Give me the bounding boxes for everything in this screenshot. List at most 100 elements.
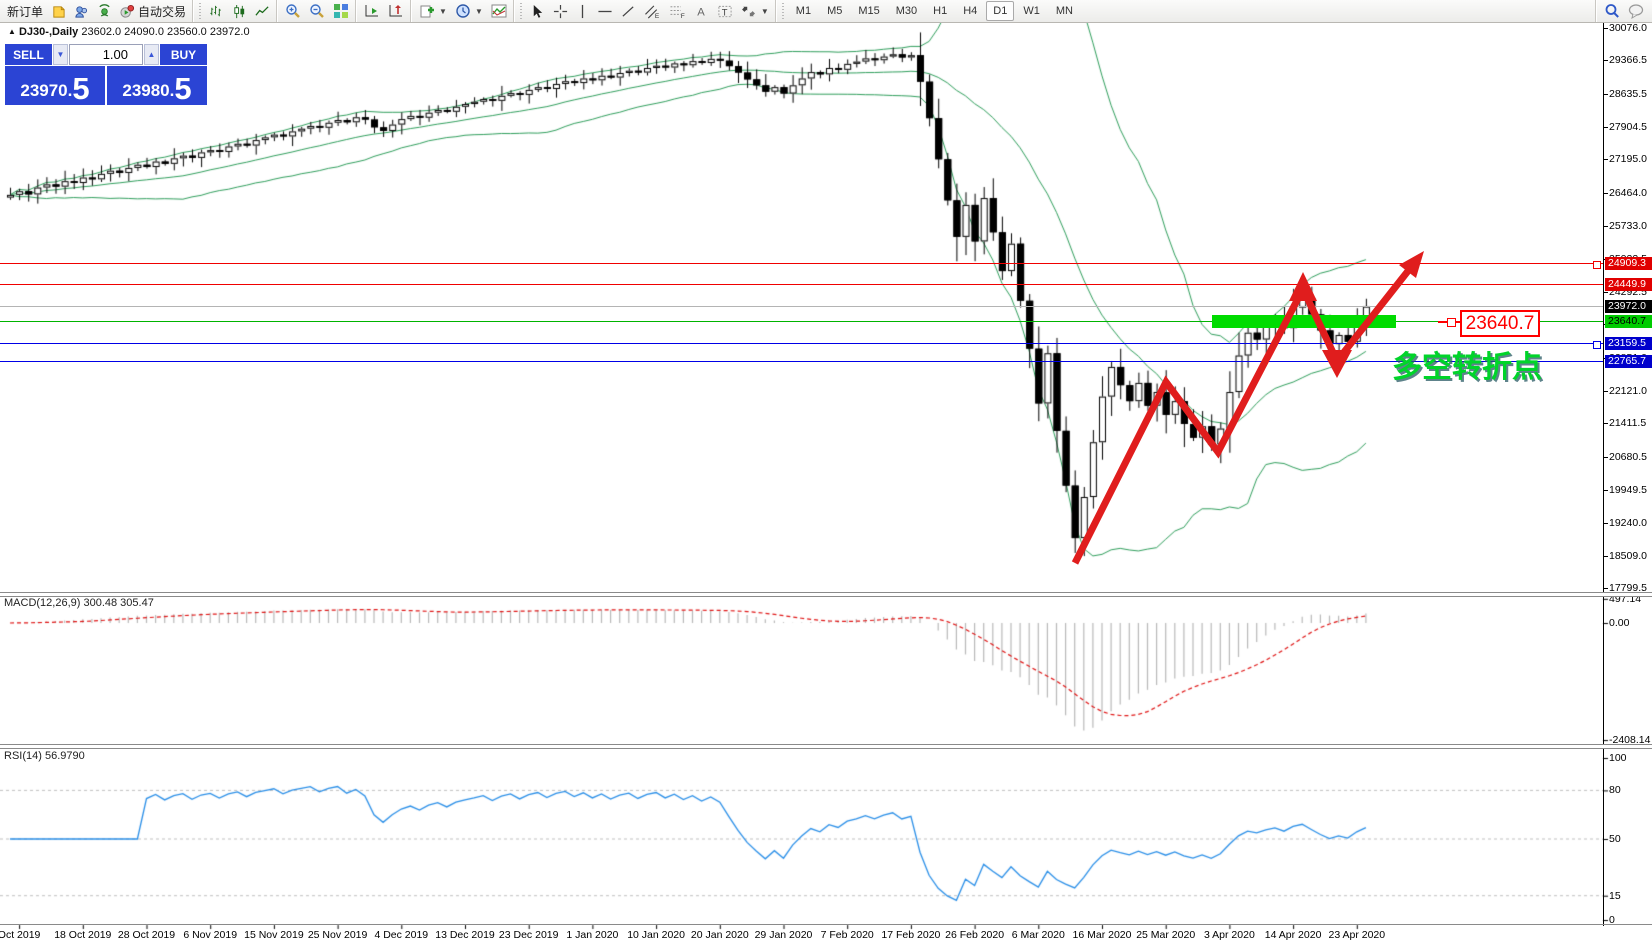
timeframe-w1[interactable]: W1 [1023, 5, 1040, 17]
rsi-pane-separator[interactable] [0, 744, 1652, 749]
timeframe-m5[interactable]: M5 [827, 5, 843, 17]
timeframe-m15[interactable]: M15 [858, 5, 880, 17]
timeframe-h1[interactable]: H1 [933, 5, 948, 17]
buy-button[interactable]: BUY [160, 44, 207, 65]
cursor-icon[interactable] [526, 0, 549, 22]
price-tick-mark [1603, 60, 1608, 62]
price-tick-mark [1603, 226, 1608, 228]
volume-decrease-button[interactable]: ▼ [53, 44, 68, 65]
price-tick-mark [1603, 555, 1608, 557]
level-callout-box[interactable]: 23640.7 [1460, 310, 1540, 337]
period-clock-icon[interactable]: ▼ [451, 0, 487, 22]
market-watch-icon[interactable] [47, 0, 70, 22]
price-tick-mark [1603, 391, 1608, 393]
time-tick-label: 23 Dec 2019 [498, 929, 559, 941]
price-tick-mark [1603, 127, 1608, 129]
turning-point-text[interactable]: 多空转折点 [1392, 351, 1542, 384]
rsi-axis-label: 80 [1609, 784, 1621, 797]
new-chart-dropdown-caret[interactable]: ▼ [439, 6, 447, 16]
search-icon[interactable] [1600, 0, 1624, 22]
time-tick-label: 6 Nov 2019 [183, 929, 238, 941]
timeframe-m30[interactable]: M30 [895, 5, 918, 17]
level-line-24449.9[interactable] [0, 284, 1603, 286]
price-tick-mark [1603, 456, 1608, 458]
line-chart-icon[interactable] [251, 0, 274, 22]
bar-chart-icon[interactable] [205, 0, 228, 22]
toolbar-grip[interactable] [199, 3, 204, 19]
sell-button[interactable]: SELL [5, 44, 52, 65]
period-dropdown-caret[interactable]: ▼ [474, 6, 483, 16]
level-line-23972.0[interactable] [0, 306, 1603, 308]
price-tick-label: 19949.5 [1609, 484, 1647, 497]
arrows-dropdown-caret[interactable]: ▼ [760, 6, 769, 16]
new-chart-icon[interactable]: ▼ [415, 0, 451, 22]
price-axis-border [1603, 22, 1604, 926]
toolbar: 新订单 自动交易 [0, 0, 1652, 23]
indicators-icon[interactable] [487, 0, 511, 22]
line-handle[interactable] [1593, 260, 1601, 269]
timeframe-d1[interactable]: D1 [986, 1, 1015, 21]
price-marker-24449.9: 24449.9 [1605, 278, 1652, 292]
timeframe-mn[interactable]: MN [1055, 5, 1073, 17]
timeframe-m1[interactable]: M1 [795, 5, 812, 17]
price-tick-label: 20680.5 [1609, 450, 1647, 463]
text-icon[interactable]: A [690, 0, 713, 22]
time-tick-label: 13 Dec 2019 [435, 929, 495, 941]
price-tick-mark [1603, 490, 1608, 492]
time-tick-label: 3 Apr 2020 [1203, 929, 1255, 941]
toolbar-group-timeframes: M1 M5 M15 M30 H1 H4 D1 W1 MN [775, 0, 1084, 22]
chart-shift-icon[interactable] [384, 0, 408, 22]
trendline-icon[interactable] [617, 0, 640, 22]
support-zone-rectangle[interactable] [1212, 315, 1396, 328]
price-tick-label: 22121.0 [1609, 385, 1647, 398]
time-tick-label: 28 Oct 2019 [117, 929, 176, 941]
level-line-23159.5[interactable] [0, 343, 1603, 345]
time-tick-label: Oct 2019 [0, 929, 41, 941]
vertical-line-icon[interactable] [572, 0, 593, 22]
symbol-triangle-icon: ▲ [8, 27, 16, 36]
price-tick-label: 19240.0 [1609, 516, 1647, 529]
price-tick-mark [1603, 588, 1608, 590]
new-order-label: 新订单 [7, 4, 44, 19]
new-order-button[interactable]: 新订单 [3, 0, 47, 22]
time-tick-label: 10 Jan 2020 [627, 929, 685, 941]
buy-price-button[interactable]: 23980. 5 [107, 66, 207, 105]
equidistant-channel-icon[interactable]: E [640, 0, 665, 22]
volume-input[interactable]: 1.00 [69, 44, 143, 65]
arrows-tool-icon[interactable]: ▼ [737, 0, 773, 22]
toolbar-group-scroll [356, 0, 411, 22]
callout-anchor-handle[interactable] [1447, 318, 1456, 327]
line-handle[interactable] [1593, 340, 1601, 349]
volume-increase-button[interactable]: ▲ [144, 44, 159, 65]
fibonacci-icon[interactable]: F [665, 0, 690, 22]
chat-icon[interactable] [1624, 0, 1649, 22]
horizontal-line-icon[interactable] [593, 0, 617, 22]
sell-price-pip: 5 [72, 71, 90, 106]
crosshair-icon[interactable] [549, 0, 572, 22]
level-line-23640.7[interactable] [0, 321, 1603, 323]
time-tick-label: 20 Jan 2020 [690, 929, 749, 941]
macd-pane-separator[interactable] [0, 592, 1652, 597]
data-feed-icon[interactable] [93, 0, 116, 22]
time-tick-label: 23 Apr 2020 [1328, 929, 1386, 941]
autotrading-button[interactable]: 自动交易 [116, 0, 190, 22]
toolbar-grip[interactable] [519, 3, 524, 19]
symbol-period-label: DJ30-,Daily [18, 26, 79, 38]
price-marker-23159.5: 23159.5 [1605, 337, 1652, 351]
candlestick-chart-icon[interactable] [228, 0, 251, 22]
timeframe-h4[interactable]: H4 [963, 5, 978, 17]
text-label-icon[interactable]: T [713, 0, 737, 22]
level-line-22765.7[interactable] [0, 361, 1603, 363]
rsi-axis-label: 50 [1609, 833, 1621, 845]
auto-scroll-icon[interactable] [360, 0, 384, 22]
time-axis-separator [0, 924, 1652, 925]
level-line-24909.3[interactable] [0, 263, 1603, 265]
navigator-icon[interactable] [70, 0, 93, 22]
tile-windows-icon[interactable] [329, 0, 353, 22]
sell-price-button[interactable]: 23970. 5 [5, 66, 105, 105]
toolbar-grip[interactable] [781, 3, 786, 19]
buy-price: 23980 [122, 81, 170, 100]
zoom-in-icon[interactable] [281, 0, 305, 22]
zoom-out-icon[interactable] [305, 0, 329, 22]
